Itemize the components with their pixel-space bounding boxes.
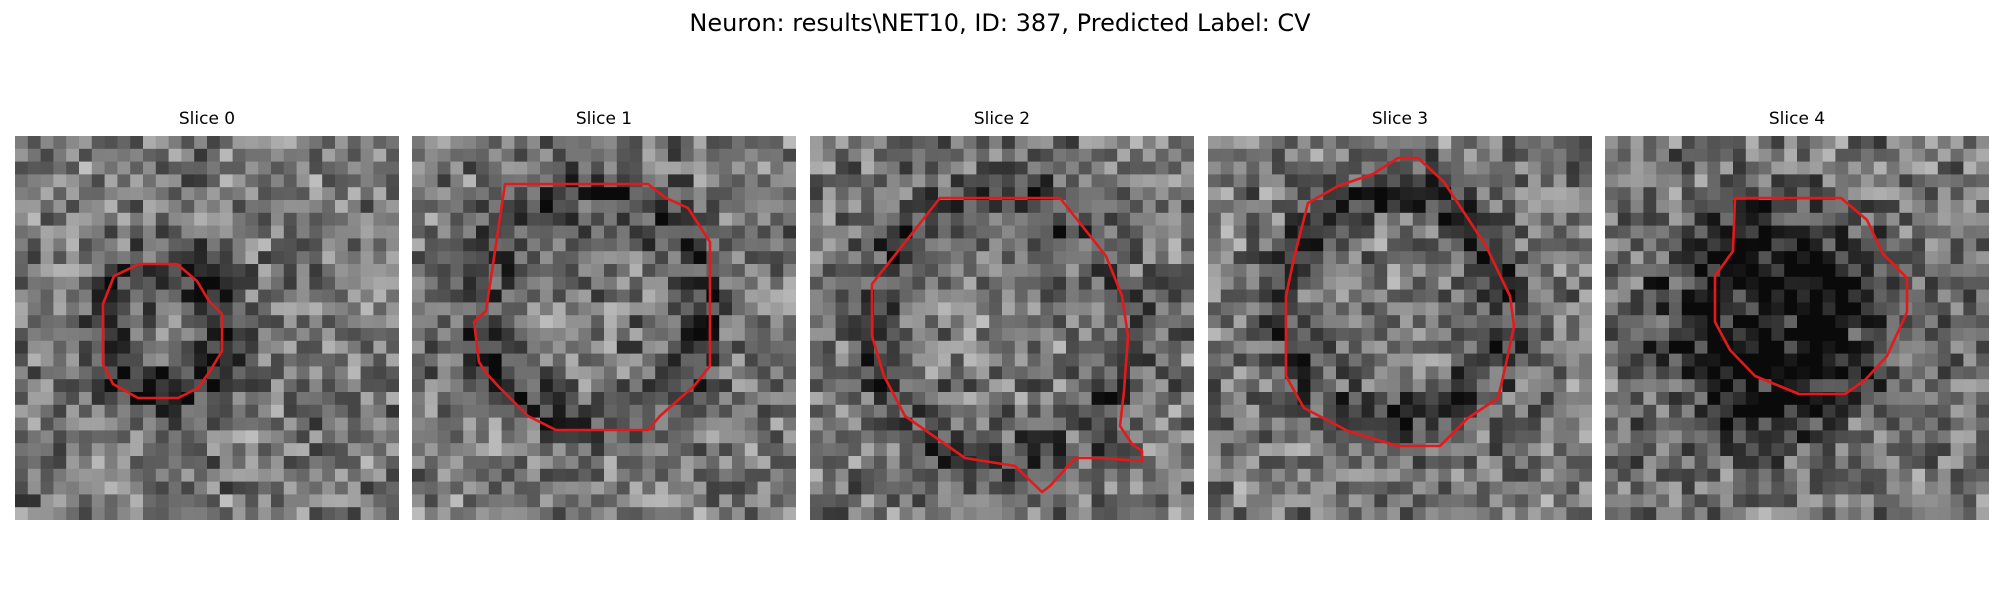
slice-image xyxy=(1208,136,1592,520)
segmentation-contour xyxy=(870,196,1144,494)
figure-title: Neuron: results\NET10, ID: 387, Predicte… xyxy=(689,9,1311,37)
slice-title: Slice 4 xyxy=(1768,109,1826,129)
slice-image xyxy=(810,136,1194,520)
slice-panel: Slice 0 xyxy=(15,108,399,520)
slice-title: Slice 0 xyxy=(178,109,236,129)
segmentation-contour xyxy=(1284,156,1516,448)
slice-panel: Slice 2 xyxy=(810,108,1194,520)
segmentation-contour xyxy=(1713,196,1909,396)
slice-title: Slice 2 xyxy=(973,109,1031,129)
slice-image xyxy=(412,136,796,520)
segmentation-contour xyxy=(101,262,224,400)
slice-panel: Slice 4 xyxy=(1605,108,1989,520)
slice-title: Slice 3 xyxy=(1371,109,1429,129)
slice-image xyxy=(15,136,399,520)
slice-image xyxy=(1605,136,1989,520)
slice-panel: Slice 3 xyxy=(1208,108,1592,520)
slice-title: Slice 1 xyxy=(575,109,633,129)
segmentation-contour xyxy=(472,182,712,432)
slice-panel: Slice 1 xyxy=(412,108,796,520)
